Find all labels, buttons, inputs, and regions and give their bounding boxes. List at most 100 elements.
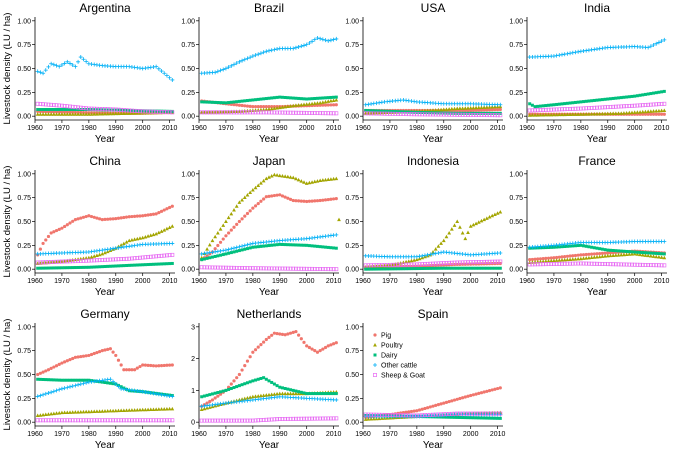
data-point (369, 101, 374, 106)
x-tick-label: 2010 (162, 278, 178, 285)
data-point (326, 177, 331, 182)
data-point (479, 411, 484, 416)
data-point (654, 102, 659, 107)
data-point (106, 347, 110, 351)
data-point (52, 110, 56, 114)
x-tick-label: 1990 (272, 431, 288, 438)
data-point (46, 266, 50, 270)
data-point (584, 252, 588, 257)
data-point (218, 68, 223, 73)
data-point (449, 260, 454, 265)
data-point (474, 411, 479, 416)
data-point (199, 251, 204, 256)
data-point (638, 262, 643, 267)
data-point (73, 266, 77, 270)
data-point (468, 224, 473, 228)
data-point (264, 107, 269, 112)
data-point (595, 111, 599, 116)
data-point (116, 257, 121, 262)
data-point (122, 264, 126, 268)
data-point (318, 416, 323, 421)
data-point (640, 109, 645, 114)
data-point (565, 244, 569, 248)
data-point (498, 113, 503, 118)
data-point (293, 110, 298, 115)
data-point (578, 261, 583, 266)
data-point (619, 111, 624, 115)
data-point (124, 108, 129, 113)
data-point (606, 97, 610, 101)
series-sheep-goat (199, 416, 339, 423)
data-point (409, 258, 414, 263)
data-point (305, 392, 309, 396)
data-point (476, 411, 481, 416)
data-point (63, 378, 67, 382)
data-point (482, 266, 486, 270)
data-point (248, 55, 253, 60)
data-point (549, 103, 553, 107)
y-tick-label: 0 (191, 420, 195, 427)
data-point (409, 413, 414, 418)
data-point (334, 341, 338, 345)
data-point (453, 266, 457, 270)
x-tick-label: 2000 (135, 125, 151, 132)
data-point (321, 96, 325, 100)
data-point (592, 98, 596, 102)
data-point (111, 350, 115, 354)
data-point (453, 415, 457, 419)
data-point (326, 96, 330, 100)
data-point (457, 411, 462, 416)
data-point (302, 416, 306, 421)
data-point (159, 209, 164, 213)
data-point (146, 109, 151, 114)
data-point (89, 352, 94, 357)
data-point (38, 112, 43, 116)
data-point (242, 418, 247, 423)
y-tick-label: 0.75 (509, 195, 523, 202)
data-point (35, 260, 40, 265)
data-point (557, 107, 562, 112)
data-point (297, 199, 301, 203)
data-point (302, 97, 306, 101)
data-point (409, 267, 413, 271)
data-point (207, 110, 212, 115)
data-point (269, 266, 274, 271)
data-point (307, 101, 312, 106)
data-point (619, 104, 624, 109)
data-point (143, 363, 147, 367)
data-point (248, 190, 253, 195)
data-point (323, 103, 328, 107)
data-point (407, 267, 411, 271)
data-point (79, 216, 83, 220)
data-point (111, 111, 115, 116)
data-point (476, 105, 481, 110)
data-point (138, 236, 142, 240)
data-point (414, 254, 419, 259)
data-point (565, 107, 570, 112)
data-point (272, 172, 277, 177)
data-point (51, 418, 56, 423)
panel-title: India (584, 1, 610, 15)
data-point (635, 250, 639, 254)
data-point (140, 389, 145, 394)
data-point (240, 58, 245, 63)
data-point (210, 238, 215, 243)
data-point (578, 112, 583, 116)
x-tick-label: 1980 (245, 278, 261, 285)
data-point (622, 95, 626, 99)
data-point (62, 410, 67, 415)
data-point (578, 256, 583, 261)
data-point (76, 217, 80, 221)
data-point (288, 391, 293, 396)
data-point (205, 393, 209, 397)
data-point (256, 97, 260, 101)
data-point (151, 109, 155, 113)
data-point (560, 255, 564, 259)
data-point (245, 247, 249, 251)
data-point (329, 197, 333, 201)
data-point (35, 69, 40, 74)
data-point (272, 110, 277, 115)
data-point (237, 99, 241, 103)
data-point (468, 105, 473, 110)
data-point (544, 104, 548, 108)
